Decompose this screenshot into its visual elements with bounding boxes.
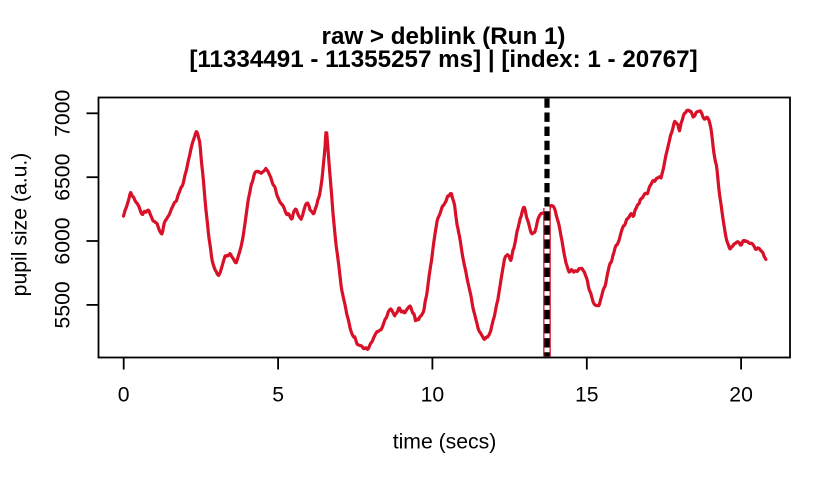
svg-text:[11334491 - 11355257 ms] | [in: [11334491 - 11355257 ms] | [index: 1 - 2… — [189, 46, 697, 73]
svg-text:15: 15 — [575, 384, 599, 407]
svg-text:6000: 6000 — [52, 217, 75, 264]
svg-text:raw > deblink (Run 1): raw > deblink (Run 1) — [322, 23, 566, 50]
svg-text:0: 0 — [118, 384, 130, 407]
svg-text:5500: 5500 — [52, 281, 75, 328]
svg-text:10: 10 — [421, 384, 445, 407]
svg-text:6500: 6500 — [52, 154, 75, 201]
svg-text:time (secs): time (secs) — [393, 431, 497, 454]
svg-text:5: 5 — [272, 384, 284, 407]
svg-text:20: 20 — [729, 384, 753, 407]
svg-text:7000: 7000 — [52, 90, 75, 137]
svg-text:pupil size (a.u.): pupil size (a.u.) — [9, 153, 32, 297]
